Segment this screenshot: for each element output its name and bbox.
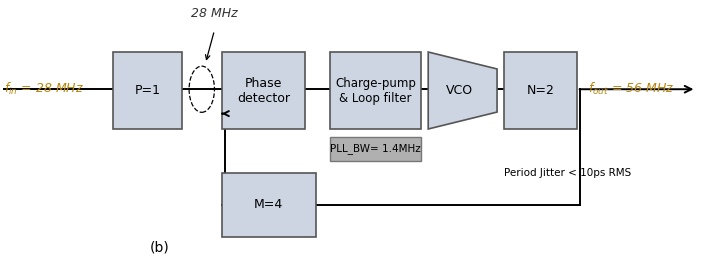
Text: P=1: P=1: [134, 84, 160, 97]
Text: M=4: M=4: [254, 198, 283, 211]
Text: Charge-pump
& Loop filter: Charge-pump & Loop filter: [335, 77, 416, 104]
Text: $f_{in}$ = 28 MHz: $f_{in}$ = 28 MHz: [4, 81, 84, 97]
Text: $f_{out}$ = 56 MHz: $f_{out}$ = 56 MHz: [587, 81, 674, 97]
Text: 28 MHz: 28 MHz: [191, 7, 238, 20]
Bar: [113, 52, 182, 129]
Bar: [221, 52, 305, 129]
Text: PLL_BW= 1.4MHz: PLL_BW= 1.4MHz: [330, 143, 421, 154]
Text: Phase
detector: Phase detector: [237, 77, 290, 104]
Text: VCO: VCO: [446, 84, 473, 97]
Bar: [330, 137, 421, 161]
Bar: [330, 52, 421, 129]
Polygon shape: [428, 52, 497, 129]
Bar: [221, 173, 316, 237]
Text: (b): (b): [150, 241, 170, 255]
Text: N=2: N=2: [526, 84, 555, 97]
Text: Period Jitter < 10ps RMS: Period Jitter < 10ps RMS: [505, 168, 632, 178]
Bar: [505, 52, 576, 129]
